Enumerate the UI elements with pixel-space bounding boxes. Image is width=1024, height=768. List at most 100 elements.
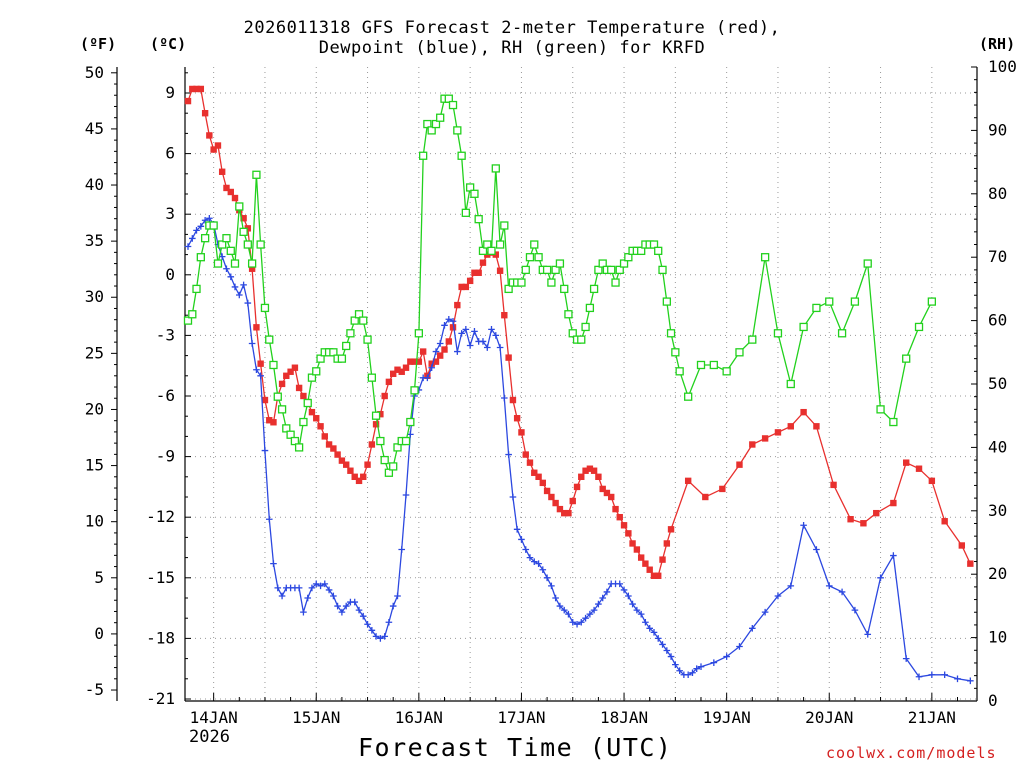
dewpoint-point: [864, 631, 872, 638]
dewpoint-point: [633, 606, 641, 614]
dewpoint-point: [381, 633, 388, 640]
series-rh: [183, 94, 936, 477]
temperature-point: [351, 473, 358, 480]
dewpoint-point: [676, 667, 683, 675]
dewpoint-point: [693, 665, 700, 672]
temperature-point: [248, 265, 256, 272]
dewpoint-point: [248, 340, 256, 347]
dewpoint-point: [877, 574, 884, 582]
temperature-point: [432, 358, 440, 365]
rh-point: [551, 265, 560, 275]
temperature-point: [218, 168, 226, 175]
dewpoint-point: [595, 600, 602, 608]
dewpoint-point: [838, 588, 846, 596]
rh-point: [598, 259, 607, 268]
unit-celsius-label: (ºC): [150, 35, 187, 53]
dewpoint-point: [684, 671, 692, 679]
temperature-point: [526, 459, 534, 466]
dewpoint-point: [201, 216, 209, 224]
dewpoint-point: [663, 647, 671, 654]
temperature-point: [484, 251, 491, 258]
dewpoint-point: [496, 344, 504, 351]
temperature-point: [787, 423, 794, 430]
rh-point: [222, 234, 231, 243]
temperature-point: [381, 392, 388, 400]
temperature-point: [958, 542, 966, 549]
dewpoint-point: [389, 602, 397, 610]
dewpoint-point: [445, 315, 453, 323]
temperature-point: [377, 410, 384, 418]
dewpoint-point: [372, 633, 380, 640]
x-axis-tick-label: 16JAN: [395, 708, 443, 727]
temperature-point: [561, 509, 568, 517]
dewpoint-point: [548, 582, 555, 590]
temperature-point: [667, 526, 675, 533]
rh-point: [286, 430, 295, 439]
rh-point: [773, 329, 783, 338]
dewpoint-point: [650, 629, 658, 636]
dewpoint-point: [530, 558, 538, 565]
rh-point: [376, 436, 385, 446]
rh-point: [470, 189, 479, 198]
rh-point: [594, 265, 603, 275]
rh-point: [188, 310, 197, 319]
dewpoint-point: [509, 493, 517, 501]
temperature-point: [308, 408, 316, 416]
f-axis-tick-label: 0: [94, 624, 104, 643]
dewpoint-point: [513, 526, 521, 533]
credit-link[interactable]: coolwx.com/models: [826, 744, 997, 762]
rh-point: [329, 348, 338, 357]
temperature-point: [283, 372, 290, 379]
rh-point: [410, 386, 419, 395]
c-axis-tick-label: -21: [146, 689, 175, 708]
rh-point: [525, 253, 535, 262]
rh-point: [299, 417, 308, 427]
rh-axis-tick-label: 90: [988, 120, 1007, 139]
dewpoint-point: [278, 592, 286, 600]
temperature-point: [860, 520, 867, 527]
temperature-point: [411, 358, 418, 365]
temperature-point: [449, 324, 457, 331]
temperature-point: [603, 489, 611, 497]
rh-point: [218, 240, 227, 249]
dewpoint-point: [184, 243, 192, 250]
temperature-point: [552, 499, 559, 507]
temperature-point: [535, 473, 542, 480]
temperature-point: [231, 194, 239, 202]
dewpoint-point: [710, 659, 718, 666]
dewpoint-point: [330, 592, 337, 600]
dewpoint-point: [954, 675, 961, 683]
temperature-point: [334, 451, 341, 458]
temperature-point: [415, 358, 423, 365]
temperature-point: [655, 572, 662, 579]
rh-point: [213, 259, 223, 268]
rh-point: [200, 234, 210, 243]
temperature-point: [967, 560, 974, 567]
x-axis-tick-label: 15JAN: [292, 708, 340, 727]
temperature-point: [633, 546, 641, 553]
temperature-point: [253, 324, 260, 331]
temperature-point: [407, 358, 414, 365]
temperature-point: [475, 269, 482, 276]
dewpoint-point: [436, 340, 444, 347]
rh-point: [354, 310, 364, 319]
rh-point: [436, 113, 445, 122]
f-axis-tick-label: 45: [85, 119, 104, 138]
dewpoint-point: [620, 586, 628, 594]
dewpoint-point: [471, 328, 478, 335]
dewpoint-point: [432, 348, 440, 355]
temperature-point: [629, 540, 636, 547]
dewpoint-point: [813, 546, 820, 553]
temperature-point: [646, 566, 653, 573]
temperature-point: [445, 338, 453, 345]
temperature-point: [244, 225, 252, 232]
temperature-point: [590, 467, 598, 474]
dewpoint-point: [654, 635, 662, 642]
rh-point: [239, 227, 248, 236]
temperature-point: [684, 477, 692, 485]
rh-point: [547, 278, 556, 287]
rh-point: [735, 348, 744, 357]
temperature-point: [543, 487, 551, 495]
dewpoint-point: [890, 552, 897, 559]
dewpoint-point: [424, 374, 431, 382]
